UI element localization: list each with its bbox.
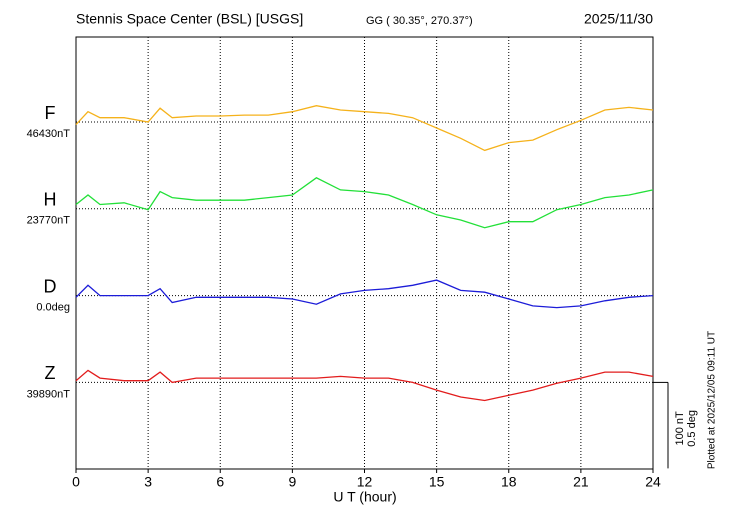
trace [75, 279, 654, 309]
scale-label: 0.5 deg [686, 410, 698, 447]
scale-label: 100 nT [674, 411, 686, 446]
trace [75, 369, 654, 402]
trace [75, 177, 654, 229]
plot-note: Plotted at 2025/12/05 09:11 UT [707, 331, 718, 469]
chart-date: 2025/11/30 [584, 11, 653, 27]
x-tick-label: 18 [501, 474, 517, 490]
x-tick-label: 9 [288, 474, 296, 490]
baseline-label: 39890nT [27, 388, 71, 400]
x-tick-label: 12 [357, 474, 373, 490]
chart-subtitle: GG ( 30.35°, 270.37°) [366, 15, 473, 27]
x-tick-label: 15 [429, 474, 445, 490]
legend-label: F [45, 103, 56, 123]
legend-label: H [44, 190, 57, 210]
trace [75, 105, 654, 152]
baseline-label: 0.0deg [36, 302, 70, 314]
x-tick-label: 24 [645, 474, 661, 490]
baseline-label: 46430nT [27, 128, 71, 140]
x-tick-label: 6 [216, 474, 224, 490]
x-tick-label: 0 [72, 474, 80, 490]
legend-label: D [44, 276, 57, 296]
x-axis-label: U T (hour) [333, 489, 396, 505]
chart-title: Stennis Space Center (BSL) [USGS] [76, 11, 303, 27]
x-tick-label: 21 [573, 474, 589, 490]
baseline-label: 23770nT [27, 215, 71, 227]
x-tick-label: 3 [144, 474, 152, 490]
legend-label: Z [45, 363, 56, 383]
